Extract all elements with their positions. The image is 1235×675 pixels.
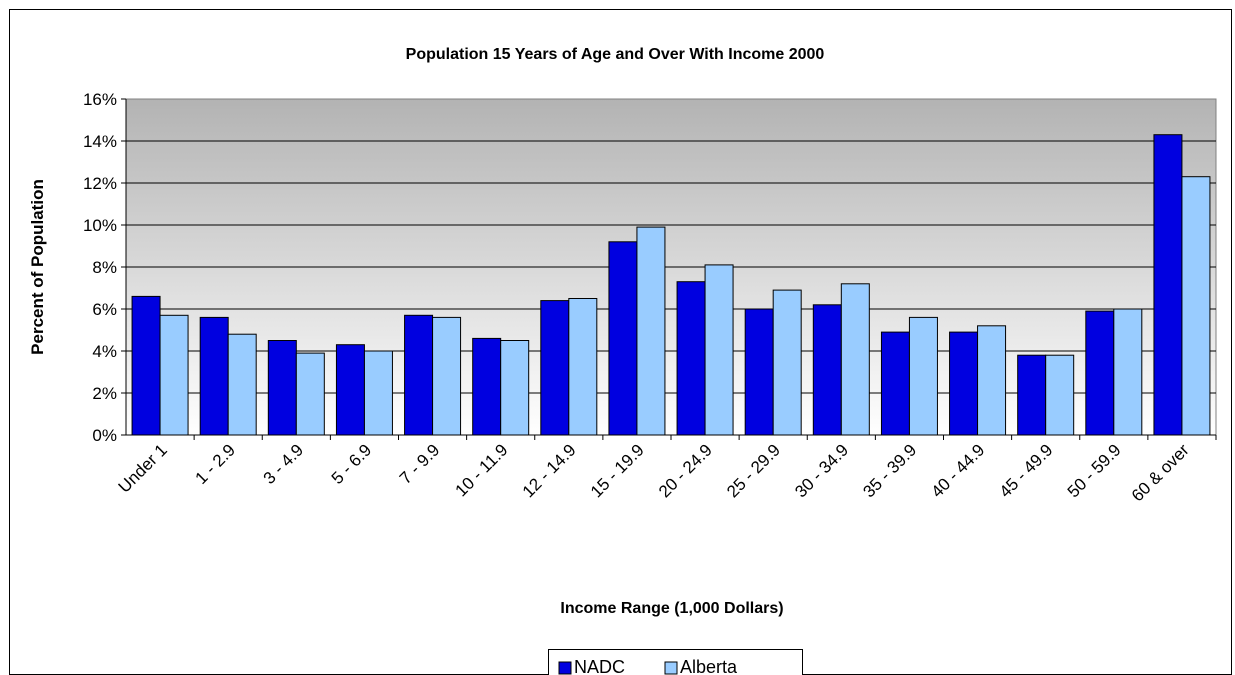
legend-swatch-nadc xyxy=(558,661,572,675)
bar-nadc xyxy=(131,295,161,436)
bar-nadc xyxy=(812,304,842,436)
bar-alberta xyxy=(363,350,393,436)
y-tick-label: 4% xyxy=(92,342,117,361)
y-tick-label: 2% xyxy=(92,384,117,403)
bar-nadc xyxy=(199,316,229,436)
y-tick-label: 0% xyxy=(92,426,117,445)
bar-nadc xyxy=(335,344,365,436)
bar-alberta xyxy=(977,325,1007,436)
bar-alberta xyxy=(908,316,938,436)
bar-alberta xyxy=(636,226,666,436)
bar-alberta xyxy=(1181,176,1211,436)
bar-alberta xyxy=(840,283,870,436)
bar-nadc xyxy=(949,331,979,436)
y-tick-label: 10% xyxy=(83,216,117,235)
bar-nadc xyxy=(1085,310,1115,436)
bar-alberta xyxy=(295,352,325,436)
chart-title: Population 15 Years of Age and Over With… xyxy=(406,46,825,63)
bar-alberta xyxy=(704,264,734,436)
bar-nadc xyxy=(608,241,638,436)
y-tick-label: 14% xyxy=(83,132,117,151)
bar-nadc xyxy=(1017,354,1047,436)
bars xyxy=(131,134,1211,436)
x-axis-label: Income Range (1,000 Dollars) xyxy=(560,600,783,617)
y-tick-label: 12% xyxy=(83,174,117,193)
legend-swatch-alberta xyxy=(664,661,678,675)
bar-nadc xyxy=(404,314,434,436)
legend-label-nadc: NADC xyxy=(574,657,625,675)
y-tick-label: 6% xyxy=(92,300,117,319)
bar-nadc xyxy=(880,331,910,436)
bar-nadc xyxy=(676,281,706,436)
bar-nadc xyxy=(744,308,774,436)
bar-nadc xyxy=(267,340,297,436)
y-tick-label: 16% xyxy=(83,90,117,109)
bar-alberta xyxy=(1113,308,1143,436)
bar-alberta xyxy=(500,340,530,436)
bar-nadc xyxy=(1153,134,1183,436)
bar-alberta xyxy=(772,289,802,436)
y-axis-ticks: 0% 2% 4% 6% 8% 10% 12% 14% 16% xyxy=(83,90,126,445)
legend: NADC Alberta xyxy=(548,649,803,675)
bar-alberta xyxy=(227,333,257,436)
bar-nadc xyxy=(472,337,502,436)
bar-alberta xyxy=(568,298,598,436)
bar-alberta xyxy=(159,314,189,436)
bar-nadc xyxy=(540,300,570,436)
bar-alberta xyxy=(1045,354,1075,436)
grid-lines xyxy=(126,140,1216,394)
legend-label-alberta: Alberta xyxy=(680,657,738,675)
bar-alberta xyxy=(432,316,462,436)
y-axis-label: Percent of Population xyxy=(28,179,47,355)
y-tick-label: 8% xyxy=(92,258,117,277)
